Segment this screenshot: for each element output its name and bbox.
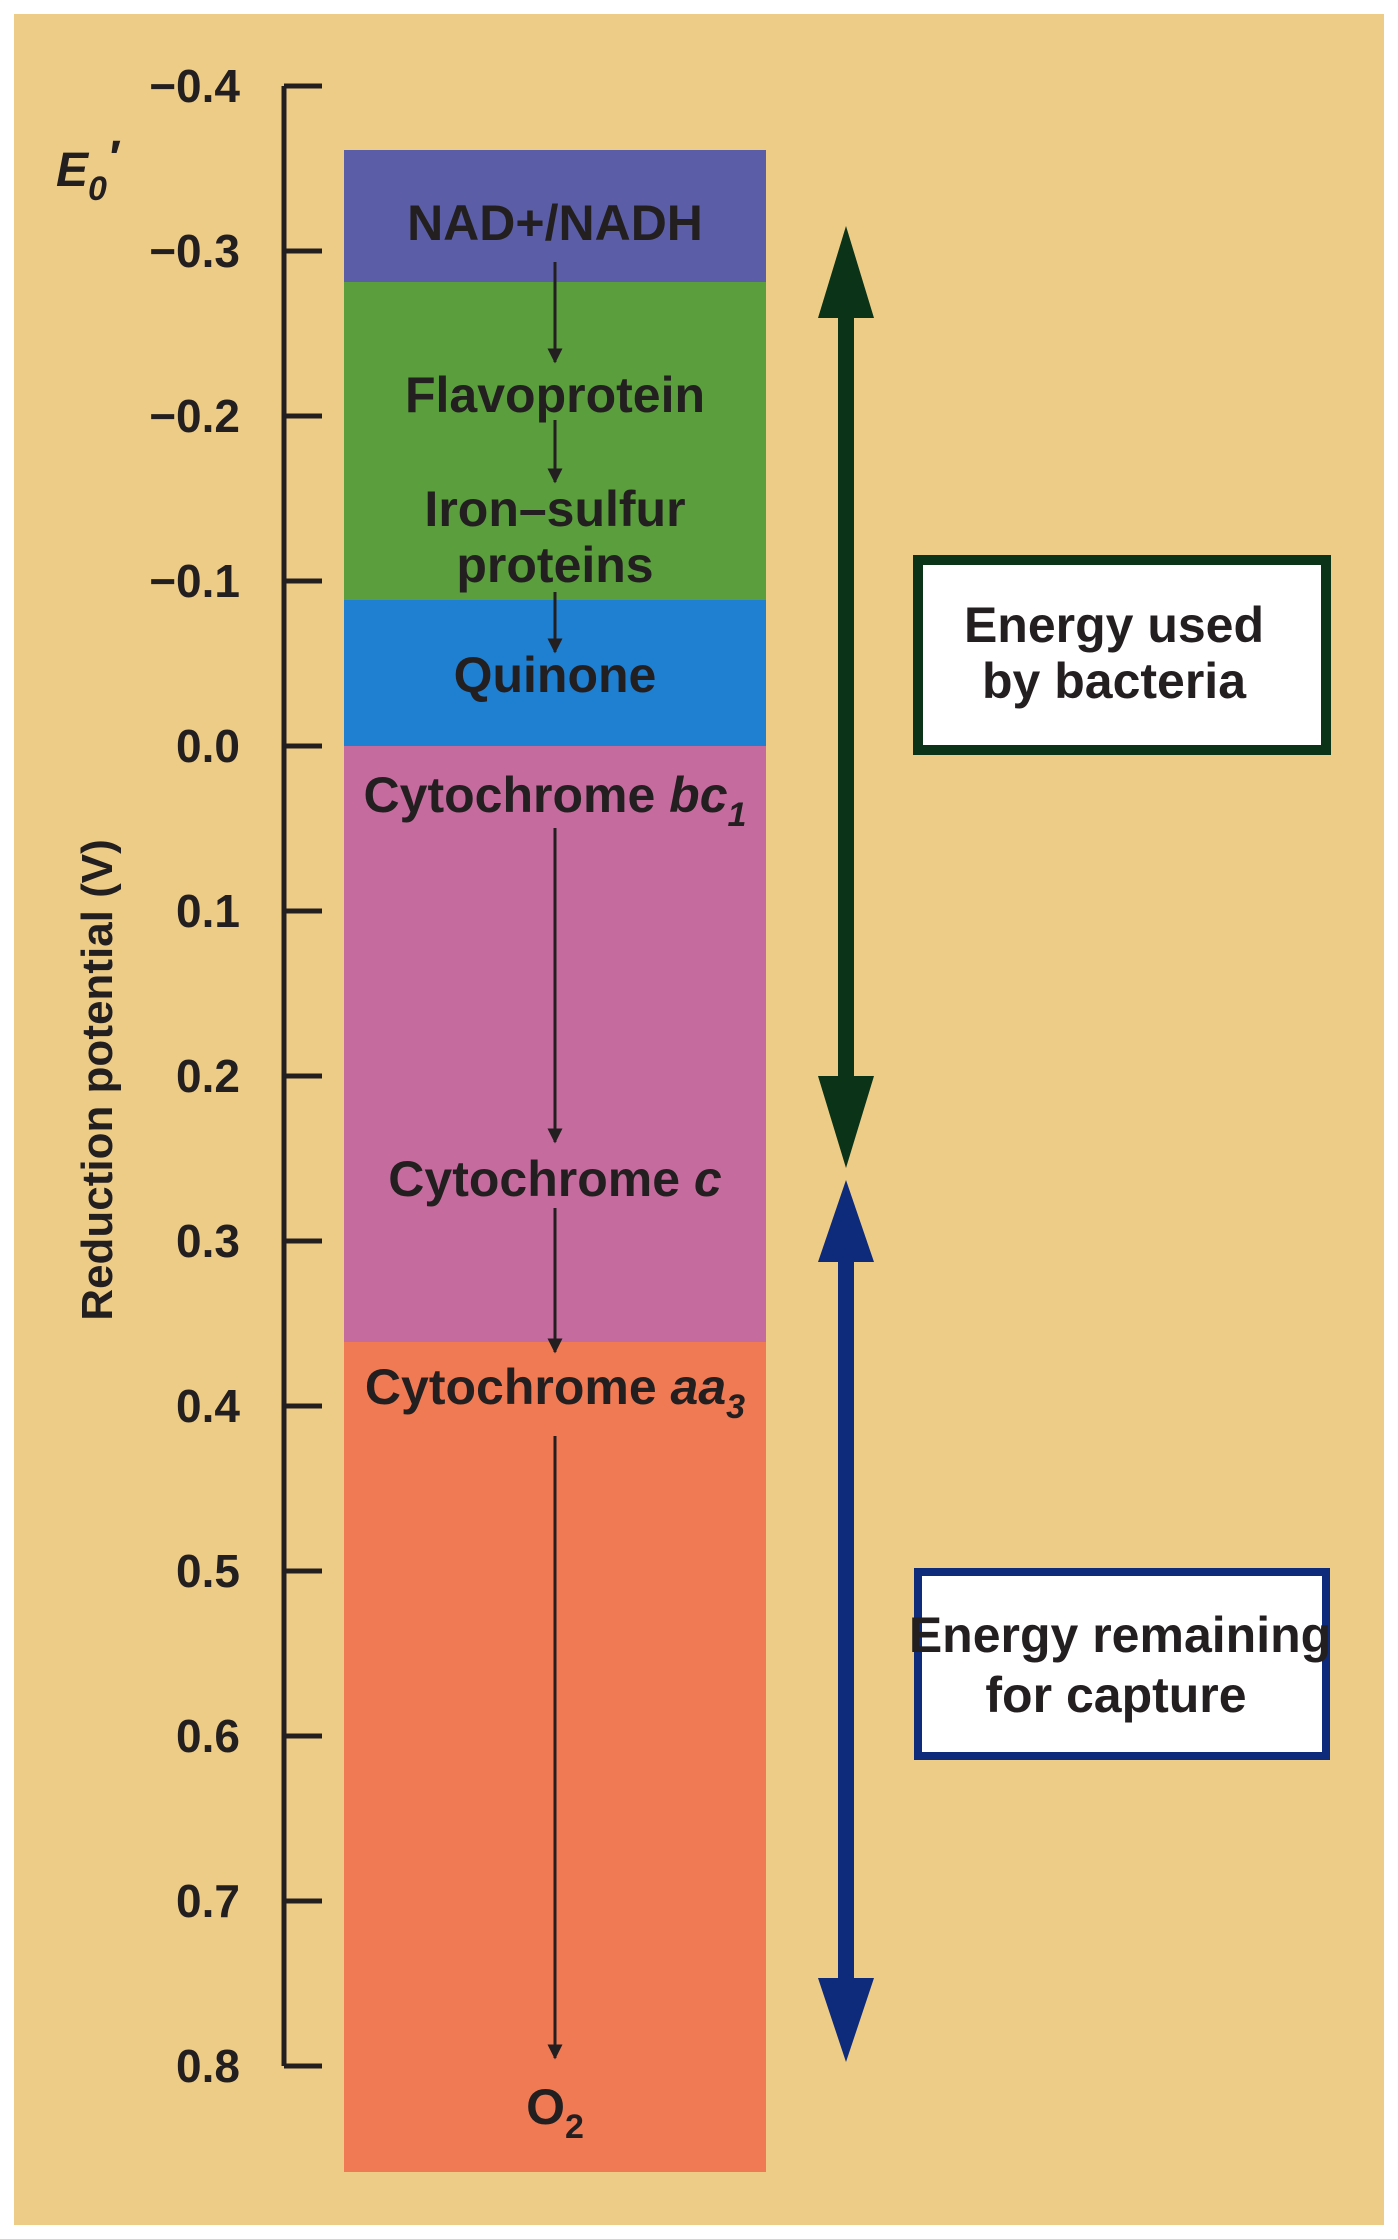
- y-tick-label: −0.4: [149, 60, 240, 112]
- y-tick-label: 0.2: [176, 1050, 240, 1102]
- y-tick-label: 0.1: [176, 885, 240, 937]
- label-cytochrome-bc1: Cytochrome bc1: [364, 767, 747, 834]
- y-tick-label: −0.1: [149, 555, 240, 607]
- label-nadh: NAD+/NADH: [407, 195, 703, 251]
- y-tick-label: 0.8: [176, 2040, 240, 2092]
- label-quinone: Quinone: [454, 647, 657, 703]
- axis-symbol: E0′: [56, 132, 121, 208]
- energy-bacteria-line2: by bacteria: [982, 653, 1247, 709]
- y-tick-label: 0.5: [176, 1545, 240, 1597]
- label-cytochrome-c: Cytochrome c: [388, 1151, 722, 1207]
- energy-capture-line2: for capture: [985, 1667, 1246, 1723]
- axis-title: Reduction potential (V): [73, 839, 122, 1321]
- band-nadh: [344, 150, 766, 282]
- energy-capture-arrow: [818, 1180, 874, 2062]
- y-tick-label: 0.4: [176, 1380, 240, 1432]
- y-tick-label: 0.0: [176, 720, 240, 772]
- label-o2: O2: [526, 2079, 584, 2146]
- y-tick-label: 0.3: [176, 1215, 240, 1267]
- y-tick-label: −0.3: [149, 225, 240, 277]
- energy-bacteria-line1: Energy used: [964, 597, 1264, 653]
- energy-bacteria-box: Energy used by bacteria: [913, 555, 1331, 755]
- energy-capture-line1: Energy remaining: [909, 1607, 1331, 1663]
- label-cytochrome-aa3: Cytochrome aa3: [365, 1359, 745, 1426]
- label-proteins: proteins: [456, 537, 653, 593]
- label-iron-sulfur: Iron–sulfur: [424, 481, 685, 537]
- energy-bacteria-arrow: [818, 226, 874, 1168]
- label-flavoprotein: Flavoprotein: [405, 367, 705, 423]
- y-tick-label: 0.6: [176, 1710, 240, 1762]
- energy-capture-box: Energy remaining for capture: [909, 1568, 1331, 1760]
- y-tick-label: −0.2: [149, 390, 240, 442]
- y-tick-label: 0.7: [176, 1875, 240, 1927]
- y-axis: −0.4 −0.3 −0.2 −0.1 0.0 0.1 0.2 0.3 0.4 0.5 0.6 0.7…: [149, 60, 322, 2092]
